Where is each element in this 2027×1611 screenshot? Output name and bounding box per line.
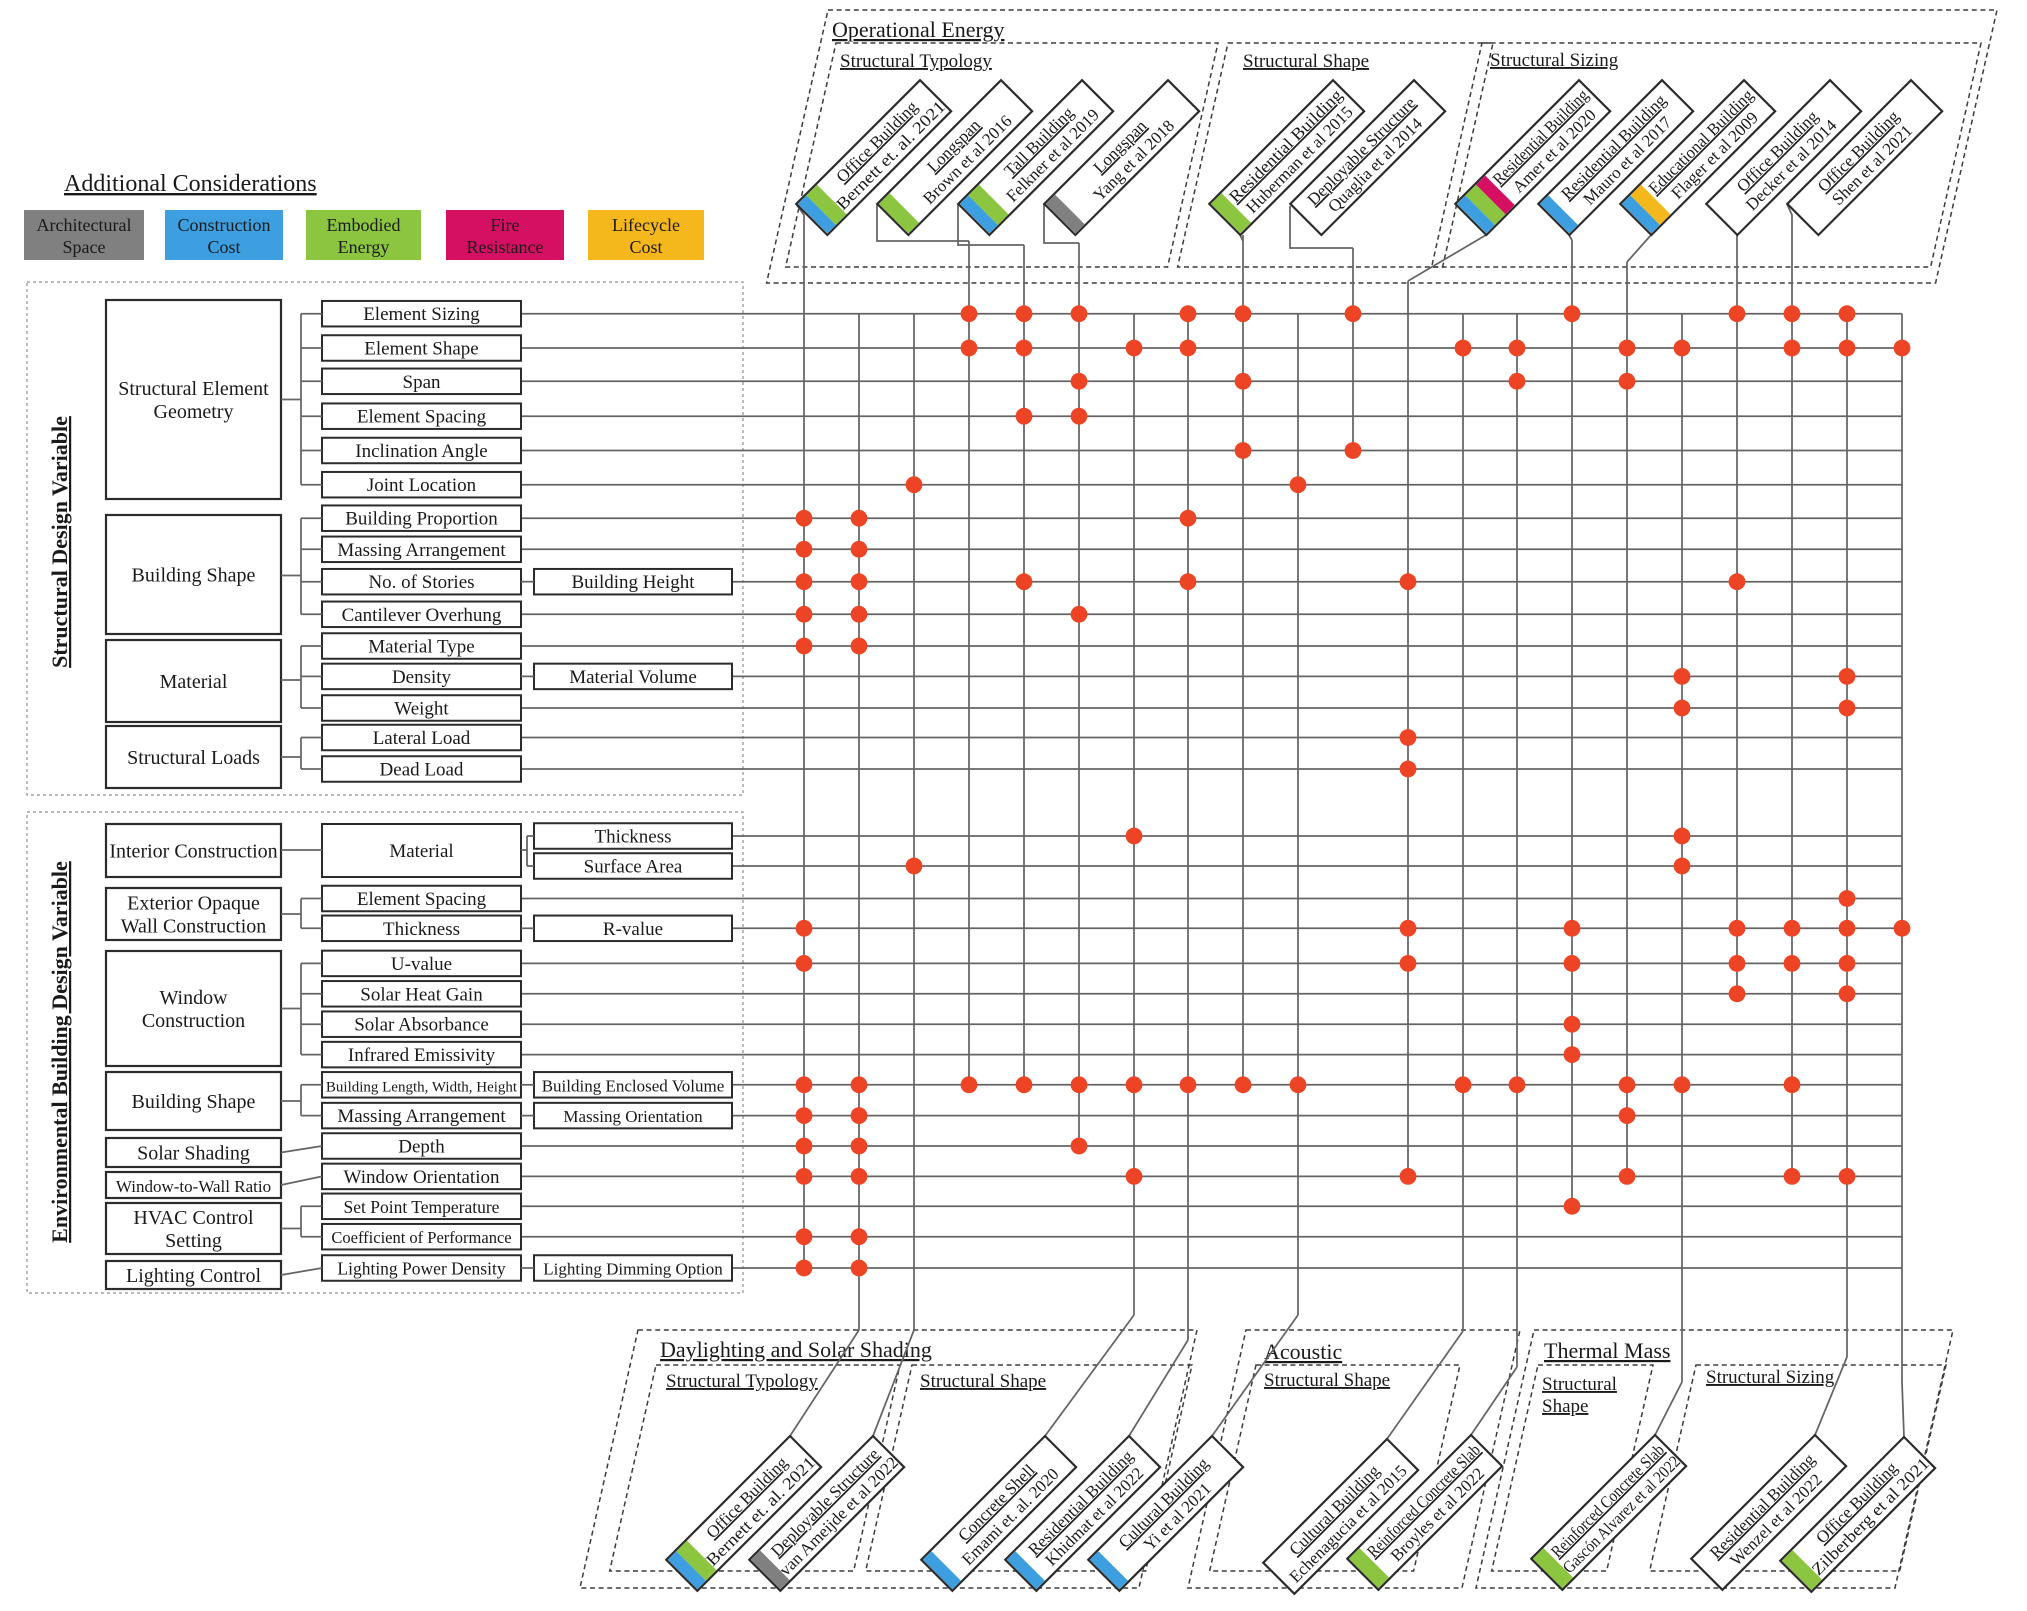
svg-text:Setting: Setting xyxy=(165,1230,222,1252)
svg-text:Coefficient of Performance: Coefficient of Performance xyxy=(331,1228,511,1247)
svg-text:Exterior Opaque: Exterior Opaque xyxy=(127,893,260,915)
svg-text:Resistance: Resistance xyxy=(467,237,544,257)
svg-text:Surface Area: Surface Area xyxy=(584,857,683,878)
svg-text:Building Length, Width, Height: Building Length, Width, Height xyxy=(326,1079,518,1095)
svg-text:Window-to-Wall Ratio: Window-to-Wall Ratio xyxy=(116,1177,271,1196)
svg-text:Cantilever Overhung: Cantilever Overhung xyxy=(342,605,502,626)
svg-text:Material Volume: Material Volume xyxy=(569,667,697,688)
svg-text:Structural Typology: Structural Typology xyxy=(840,51,992,72)
svg-text:Cost: Cost xyxy=(629,237,662,257)
svg-text:Material: Material xyxy=(389,841,453,862)
svg-text:Density: Density xyxy=(392,667,452,688)
svg-text:Lifecycle: Lifecycle xyxy=(612,215,680,235)
svg-text:Fire: Fire xyxy=(491,215,520,235)
svg-text:Structural: Structural xyxy=(1542,1374,1617,1395)
svg-text:Additional Considerations: Additional Considerations xyxy=(64,171,317,197)
svg-text:Material Type: Material Type xyxy=(368,637,474,658)
svg-text:Building Height: Building Height xyxy=(572,572,696,593)
svg-text:Construction: Construction xyxy=(178,215,271,235)
svg-text:Energy: Energy xyxy=(338,237,390,257)
svg-text:Space: Space xyxy=(63,237,106,257)
svg-text:Structural Shape: Structural Shape xyxy=(1264,1370,1390,1391)
svg-text:Structural Sizing: Structural Sizing xyxy=(1706,1367,1835,1388)
svg-text:Geometry: Geometry xyxy=(154,401,234,423)
svg-text:Lighting Dimming Option: Lighting Dimming Option xyxy=(543,1260,723,1279)
svg-text:U-value: U-value xyxy=(391,954,452,975)
svg-text:Acoustic: Acoustic xyxy=(1264,1339,1342,1364)
svg-text:Set Point Temperature: Set Point Temperature xyxy=(344,1197,500,1217)
svg-text:Building Enclosed Volume: Building Enclosed Volume xyxy=(542,1076,725,1095)
svg-text:Architectural: Architectural xyxy=(37,215,132,235)
svg-text:Structural Element: Structural Element xyxy=(118,378,269,400)
svg-text:Element Sizing: Element Sizing xyxy=(363,304,480,325)
svg-text:Solar Shading: Solar Shading xyxy=(137,1143,250,1165)
svg-text:Structural Typology: Structural Typology xyxy=(666,1371,818,1392)
svg-text:Environmental Building Design: Environmental Building Design Variable xyxy=(47,861,72,1243)
svg-text:Lighting Control: Lighting Control xyxy=(126,1265,261,1287)
svg-text:Joint Location: Joint Location xyxy=(367,475,477,496)
svg-text:Daylighting and Solar Shading: Daylighting and Solar Shading xyxy=(660,1337,932,1362)
svg-text:Building Shape: Building Shape xyxy=(132,1091,256,1113)
svg-text:Thickness: Thickness xyxy=(383,919,460,940)
svg-text:Material: Material xyxy=(160,671,228,693)
svg-text:Inclination Angle: Inclination Angle xyxy=(355,441,487,462)
svg-text:Operational Energy: Operational Energy xyxy=(832,17,1004,42)
svg-text:Embodied: Embodied xyxy=(327,215,401,235)
svg-text:Element Spacing: Element Spacing xyxy=(357,889,487,910)
svg-text:Span: Span xyxy=(403,372,442,393)
svg-text:Weight: Weight xyxy=(394,699,449,720)
svg-text:Depth: Depth xyxy=(398,1137,445,1158)
svg-text:Structural Design Variable: Structural Design Variable xyxy=(47,416,72,668)
svg-text:Element Spacing: Element Spacing xyxy=(357,407,487,428)
svg-text:Building Shape: Building Shape xyxy=(132,565,256,587)
svg-text:Massing Arrangement: Massing Arrangement xyxy=(337,1106,506,1127)
svg-text:Dead Load: Dead Load xyxy=(380,760,464,781)
svg-text:Window Orientation: Window Orientation xyxy=(344,1167,500,1188)
svg-text:HVAC Control: HVAC Control xyxy=(133,1207,254,1229)
svg-text:Infrared Emissivity: Infrared Emissivity xyxy=(348,1045,496,1066)
svg-text:Construction: Construction xyxy=(142,1010,245,1032)
svg-text:Thickness: Thickness xyxy=(594,827,671,848)
svg-text:Element Shape: Element Shape xyxy=(364,339,479,360)
svg-text:Thermal Mass: Thermal Mass xyxy=(1544,1338,1670,1363)
svg-text:Structural Sizing: Structural Sizing xyxy=(1490,50,1619,71)
svg-text:Structural Shape: Structural Shape xyxy=(1243,51,1369,72)
svg-text:Cost: Cost xyxy=(207,237,240,257)
svg-text:Massing Arrangement: Massing Arrangement xyxy=(337,540,506,561)
svg-text:Interior Construction: Interior Construction xyxy=(109,841,277,863)
svg-text:Solar Heat Gain: Solar Heat Gain xyxy=(360,984,483,1005)
svg-text:Wall Construction: Wall Construction xyxy=(121,916,267,938)
svg-text:Massing Orientation: Massing Orientation xyxy=(563,1107,703,1126)
svg-text:Shape: Shape xyxy=(1542,1396,1588,1417)
svg-text:Window: Window xyxy=(159,987,228,1009)
svg-text:Lateral Load: Lateral Load xyxy=(373,728,471,749)
svg-text:No. of Stories: No. of Stories xyxy=(368,572,474,593)
svg-text:Structural Loads: Structural Loads xyxy=(127,747,260,769)
svg-text:R-value: R-value xyxy=(603,919,663,940)
svg-text:Lighting Power Density: Lighting Power Density xyxy=(337,1259,505,1279)
svg-text:Building Proportion: Building Proportion xyxy=(345,509,498,530)
svg-text:Solar Absorbance: Solar Absorbance xyxy=(354,1015,489,1036)
svg-text:Structural Shape: Structural Shape xyxy=(920,1371,1046,1392)
